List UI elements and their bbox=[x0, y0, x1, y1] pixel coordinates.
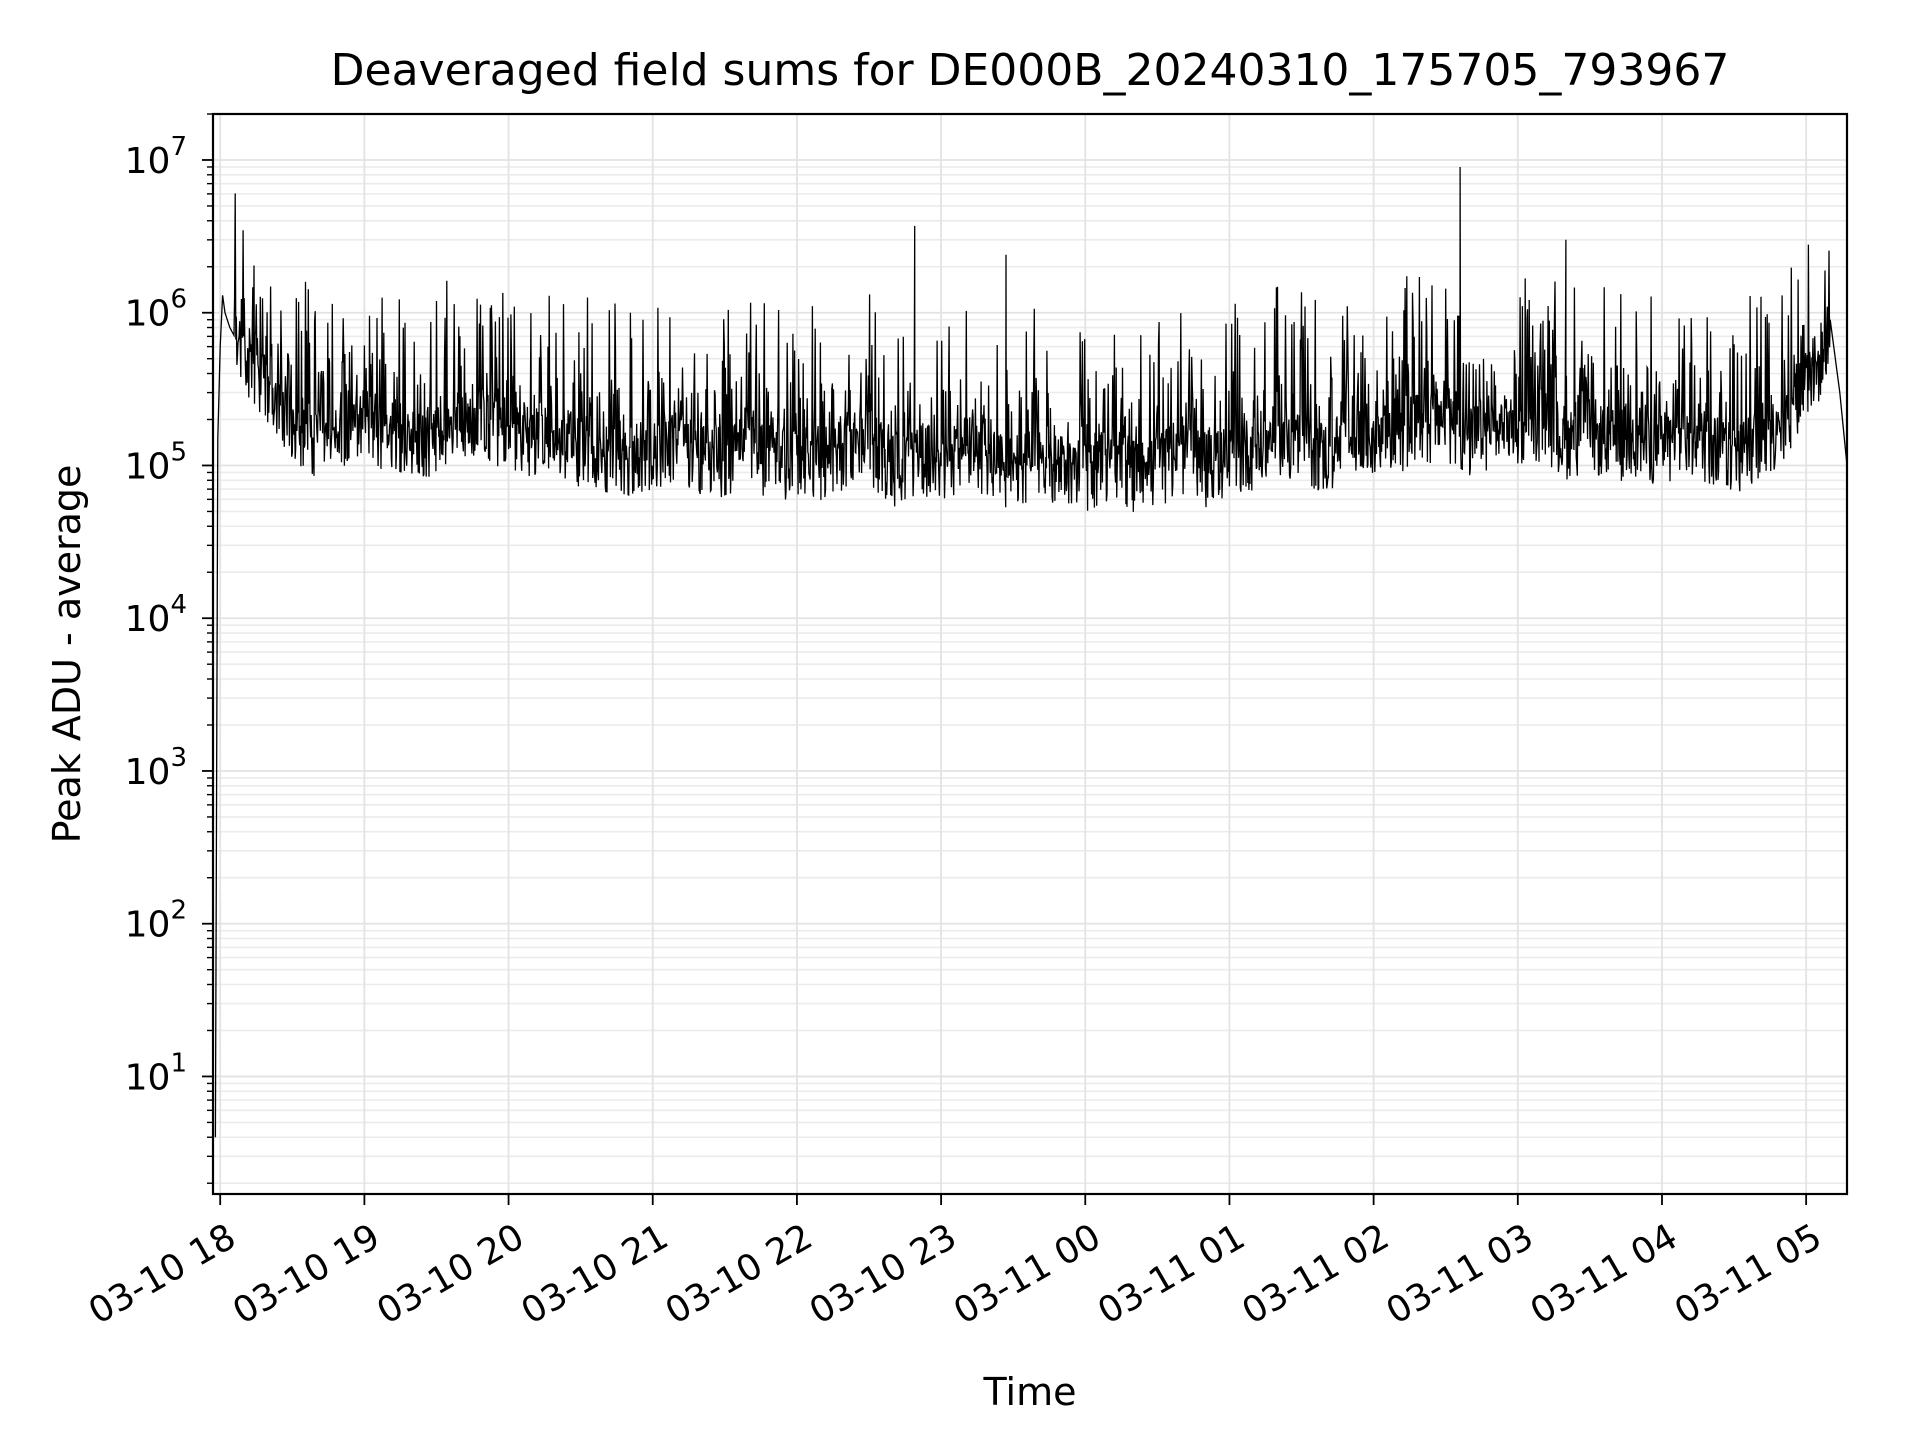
grid bbox=[213, 113, 1847, 1194]
y-tick-label: 104 bbox=[125, 590, 187, 640]
chart-title: Deaveraged field sums for DE000B_2024031… bbox=[331, 45, 1730, 96]
series-line bbox=[214, 166, 1848, 1138]
y-tick-base: 10 bbox=[125, 141, 171, 182]
y-tick-exponent: 5 bbox=[170, 437, 187, 467]
y-tick-base: 10 bbox=[125, 294, 171, 335]
y-tick-exponent: 2 bbox=[170, 896, 187, 926]
y-tick-label: 105 bbox=[125, 437, 187, 487]
y-tick-base: 10 bbox=[125, 905, 171, 946]
y-tick-label: 103 bbox=[125, 743, 187, 793]
y-tick-label: 101 bbox=[125, 1048, 187, 1098]
x-axis-label: Time bbox=[983, 1370, 1077, 1414]
y-tick-base: 10 bbox=[125, 446, 171, 487]
y-tick-exponent: 1 bbox=[170, 1048, 187, 1078]
y-tick-label: 102 bbox=[125, 896, 187, 946]
plot-frame bbox=[211, 112, 1849, 1196]
y-tick-exponent: 6 bbox=[170, 285, 187, 315]
y-tick-base: 10 bbox=[125, 1057, 171, 1098]
y-tick-base: 10 bbox=[125, 752, 171, 793]
y-tick-label: 106 bbox=[125, 285, 187, 335]
y-tick-label: 107 bbox=[125, 132, 187, 182]
y-axis-label: Peak ADU - average bbox=[45, 465, 89, 844]
series-path bbox=[214, 166, 1848, 1138]
y-tick-base: 10 bbox=[125, 599, 171, 640]
y-tick-exponent: 7 bbox=[170, 132, 187, 162]
y-tick-exponent: 3 bbox=[170, 743, 187, 773]
y-tick-exponent: 4 bbox=[170, 590, 187, 620]
